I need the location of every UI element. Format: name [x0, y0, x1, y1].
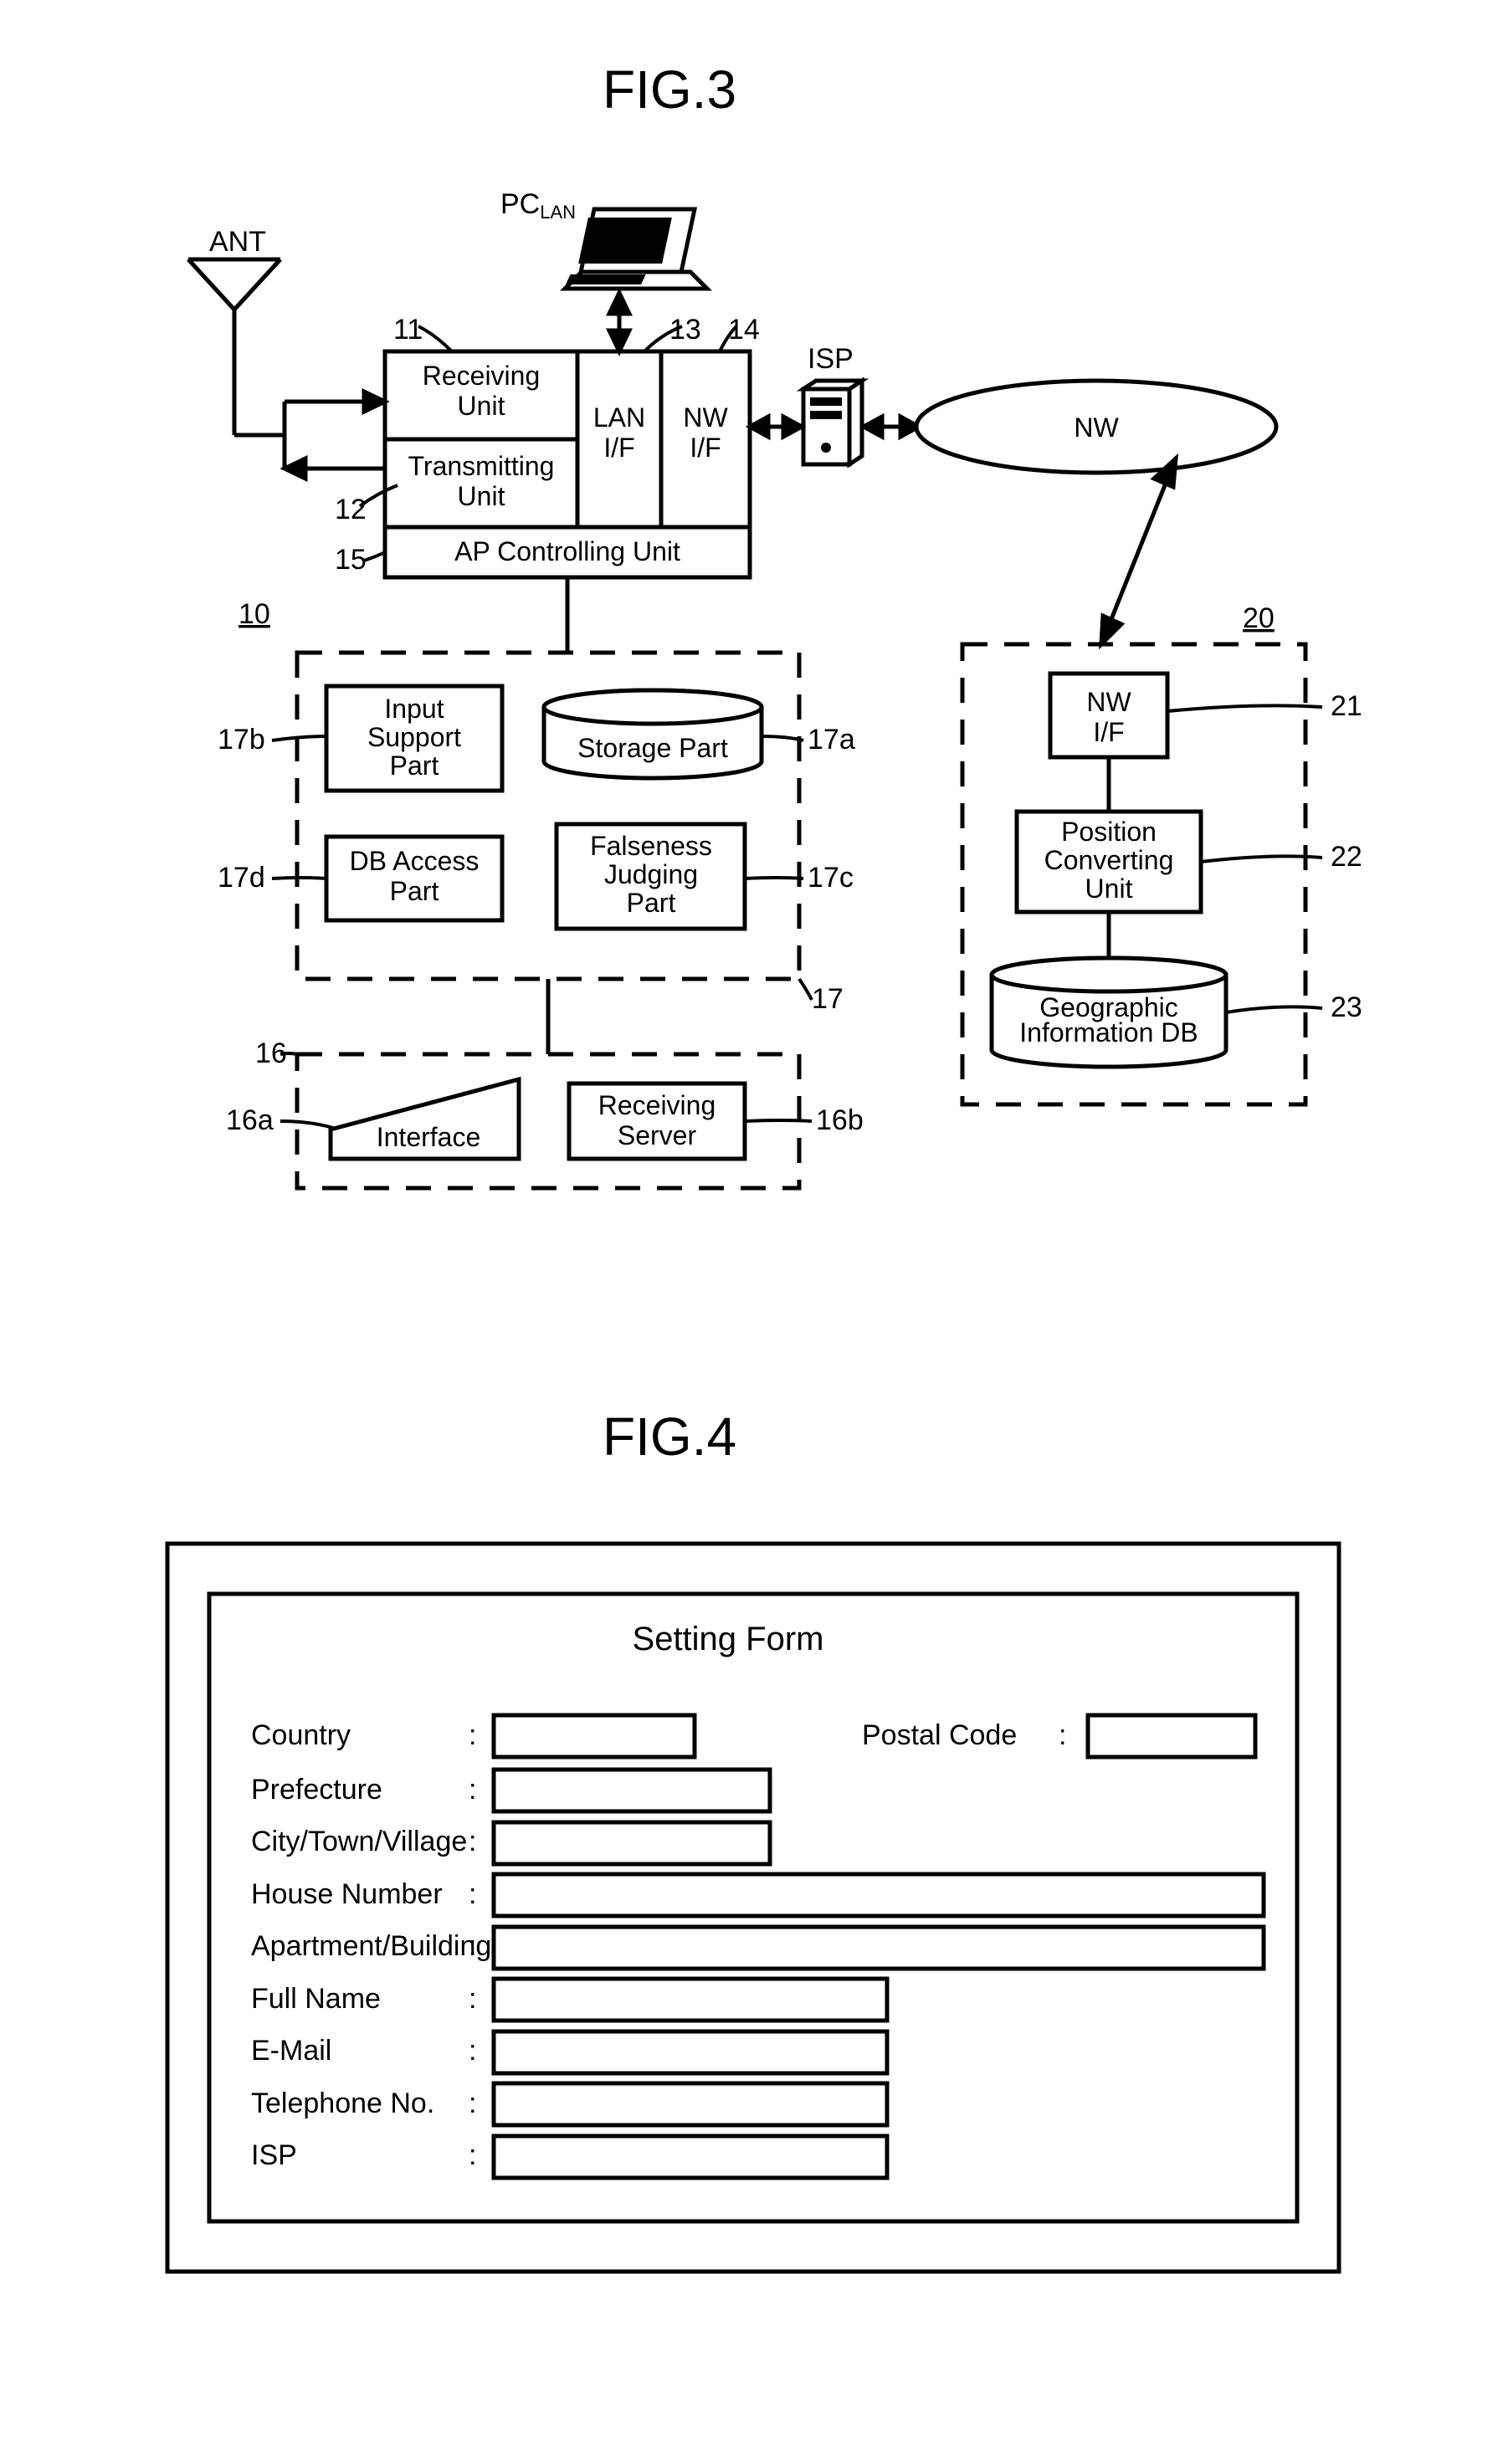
fig3-group: ANT ReceivingUnit TransmittingUnit LANI/…	[188, 188, 1362, 1188]
ref-16b: 16b	[816, 1104, 864, 1136]
isp-field-label: ISP	[251, 2139, 297, 2171]
postal-input[interactable]	[1088, 1715, 1255, 1757]
ref-17c: 17c	[808, 862, 854, 894]
house-label: House Number	[251, 1878, 443, 1910]
ref-15: 15	[335, 544, 367, 576]
email-label: E-Mail	[251, 2035, 331, 2067]
fig4-title: FIG.4	[603, 1406, 736, 1468]
prefecture-label: Prefecture	[251, 1774, 382, 1806]
fig4-group: Setting Form Country : Postal Code : Pre…	[167, 1544, 1339, 2272]
svg-text::: :	[469, 1719, 476, 1751]
isp-input[interactable]	[494, 2136, 887, 2178]
ref-17d: 17d	[218, 862, 265, 894]
house-input[interactable]	[494, 1874, 1264, 1916]
antenna-icon	[188, 259, 280, 435]
isp-label: ISP	[808, 343, 854, 375]
country-input[interactable]	[494, 1715, 695, 1757]
telephone-label: Telephone No.	[251, 2087, 434, 2119]
svg-text::: :	[469, 1878, 476, 1910]
city-input[interactable]	[494, 1822, 770, 1864]
ref-10: 10	[239, 598, 270, 630]
postal-label: Postal Code	[862, 1719, 1017, 1751]
nw-if-label: NWI/F	[683, 402, 728, 463]
svg-text::: :	[469, 2139, 476, 2171]
ref-17: 17	[812, 983, 844, 1015]
ref-17a: 17a	[808, 724, 855, 756]
geo-db-label: GeographicInformation DB	[1019, 992, 1198, 1048]
svg-text::: :	[1059, 1719, 1066, 1751]
svg-text::: :	[469, 1826, 476, 1857]
svg-text::: :	[469, 2035, 476, 2067]
ref-12: 12	[335, 494, 367, 525]
email-input[interactable]	[494, 2031, 887, 2073]
country-label: Country	[251, 1719, 351, 1751]
svg-text::: :	[469, 1983, 476, 2015]
page: FIG.3 ANT ReceivingUnit TransmittingUnit…	[0, 0, 1508, 2464]
ant-label: ANT	[209, 226, 266, 258]
storage-label: Storage Part	[577, 733, 728, 763]
diagram-svg: ANT ReceivingUnit TransmittingUnit LANI/…	[0, 0, 1508, 2464]
pclan-label: PCLAN	[500, 188, 576, 223]
receiving-unit-label: ReceivingUnit	[423, 361, 541, 421]
ref-11: 11	[393, 314, 423, 346]
fullname-label: Full Name	[251, 1983, 381, 2015]
form-title: Setting Form	[633, 1621, 824, 1657]
ref-21: 21	[1331, 690, 1362, 722]
nw-label: NW	[1074, 412, 1119, 443]
ref-23: 23	[1331, 991, 1362, 1023]
svg-text::: :	[469, 1930, 476, 1962]
ap-controlling-label: AP Controlling Unit	[454, 536, 680, 566]
apartment-input[interactable]	[494, 1927, 1264, 1969]
prefecture-input[interactable]	[494, 1770, 770, 1811]
lan-if-label: LANI/F	[593, 402, 645, 463]
telephone-input[interactable]	[494, 2083, 887, 2125]
svg-text::: :	[469, 2087, 476, 2119]
isp-icon	[803, 381, 862, 464]
ref-20: 20	[1243, 602, 1275, 634]
ref-16a: 16a	[226, 1104, 274, 1136]
fullname-input[interactable]	[494, 1979, 887, 2021]
transmitting-unit-label: TransmittingUnit	[408, 451, 555, 511]
svg-text::: :	[469, 1774, 476, 1806]
city-label: City/Town/Village	[251, 1826, 467, 1857]
ref-17b: 17b	[218, 724, 265, 756]
laptop-icon	[565, 209, 707, 289]
ref-22: 22	[1331, 841, 1362, 873]
apartment-label: Apartment/Building	[251, 1930, 491, 1962]
interface-label: Interface	[377, 1122, 481, 1152]
